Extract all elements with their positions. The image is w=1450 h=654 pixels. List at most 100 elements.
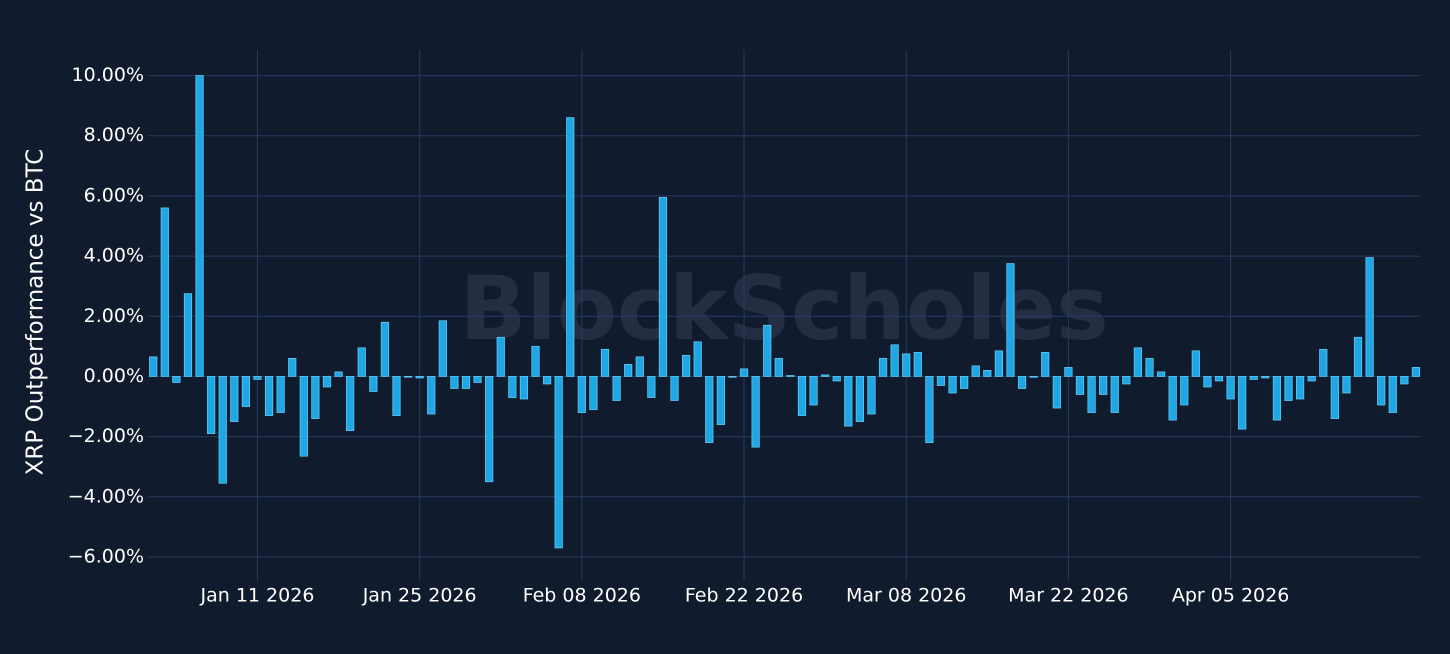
bar xyxy=(832,376,841,382)
bar xyxy=(658,197,668,377)
bar xyxy=(1191,350,1200,377)
bar xyxy=(1122,376,1131,385)
bar xyxy=(299,376,308,457)
y-axis-title: XRP Outperformance vs BTC xyxy=(23,149,49,476)
bar xyxy=(1400,376,1409,385)
bar xyxy=(1180,376,1189,406)
bar xyxy=(241,376,250,407)
bar xyxy=(983,370,992,377)
bar xyxy=(218,376,227,484)
bar xyxy=(288,357,297,377)
y-tick-label: 0.00% xyxy=(84,365,144,387)
x-tick-label: Mar 08 2026 xyxy=(846,585,966,607)
bar xyxy=(890,344,899,377)
bar xyxy=(1075,376,1085,395)
y-tick-label: −4.00% xyxy=(68,485,144,507)
bar xyxy=(1319,348,1328,377)
bar xyxy=(531,345,540,377)
bar xyxy=(1087,376,1096,413)
bar xyxy=(207,376,216,434)
bar xyxy=(1156,371,1166,377)
bar xyxy=(1168,376,1177,421)
bar xyxy=(728,376,737,378)
bar xyxy=(149,356,158,377)
x-tick-label: Feb 08 2026 xyxy=(523,585,641,607)
bar xyxy=(774,357,783,377)
bar xyxy=(438,320,447,377)
bar xyxy=(542,376,552,385)
bar xyxy=(1411,367,1421,377)
bar xyxy=(195,75,204,377)
bar xyxy=(427,376,436,415)
bar xyxy=(450,376,459,389)
y-tick-label: 6.00% xyxy=(84,184,144,206)
bar xyxy=(786,375,795,377)
y-tick-label: −2.00% xyxy=(68,425,144,447)
bar xyxy=(264,376,274,416)
bar xyxy=(624,363,633,377)
bar xyxy=(844,376,853,427)
bar xyxy=(1342,376,1351,394)
bar xyxy=(913,351,922,377)
bar xyxy=(253,376,262,380)
bar xyxy=(508,376,517,398)
bar xyxy=(369,376,378,392)
bar xyxy=(1330,376,1339,419)
x-tick-label: Apr 05 2026 xyxy=(1172,585,1289,607)
bar xyxy=(322,376,332,388)
bar xyxy=(1203,376,1212,388)
bar xyxy=(357,347,366,377)
y-tick-label: 10.00% xyxy=(72,64,144,86)
bar xyxy=(647,376,656,398)
bar xyxy=(1261,376,1270,379)
bar xyxy=(797,376,807,416)
bar xyxy=(751,376,760,448)
bar xyxy=(716,376,725,425)
bar xyxy=(948,376,957,394)
bar xyxy=(183,293,193,377)
bar xyxy=(600,348,610,377)
x-tick-label: Jan 25 2026 xyxy=(362,585,477,607)
bar xyxy=(739,368,749,377)
y-tick-label: 4.00% xyxy=(84,245,144,267)
bar xyxy=(936,376,946,386)
bar xyxy=(1029,376,1038,378)
bar xyxy=(461,376,471,389)
bar xyxy=(1041,351,1050,377)
bar xyxy=(415,376,424,379)
bar xyxy=(1006,263,1015,377)
bar xyxy=(496,336,505,377)
bar xyxy=(693,341,702,377)
bar xyxy=(554,376,563,549)
bar xyxy=(809,376,818,406)
bar xyxy=(994,350,1004,377)
x-tick-label: Mar 22 2026 xyxy=(1008,585,1128,607)
bar xyxy=(346,376,355,431)
bar xyxy=(960,376,969,389)
bar xyxy=(1272,376,1282,421)
bar xyxy=(519,376,529,400)
bar xyxy=(1052,376,1061,409)
bar xyxy=(1307,376,1316,382)
bar xyxy=(1249,376,1258,380)
bar xyxy=(577,376,586,413)
bar xyxy=(821,374,830,377)
bar xyxy=(1365,257,1374,377)
bar xyxy=(334,371,343,377)
bar xyxy=(1064,367,1073,377)
bar xyxy=(1377,376,1386,406)
bar xyxy=(380,321,390,377)
bar xyxy=(311,376,320,419)
bar xyxy=(160,207,169,377)
bar xyxy=(1388,376,1397,413)
bar xyxy=(1284,376,1293,401)
bar xyxy=(485,376,494,483)
x-tick-label: Feb 22 2026 xyxy=(685,585,803,607)
bar xyxy=(867,376,876,415)
bar xyxy=(763,324,772,377)
bar xyxy=(1145,357,1154,377)
bar xyxy=(566,117,575,377)
bar xyxy=(971,365,980,377)
bar xyxy=(1017,376,1027,389)
